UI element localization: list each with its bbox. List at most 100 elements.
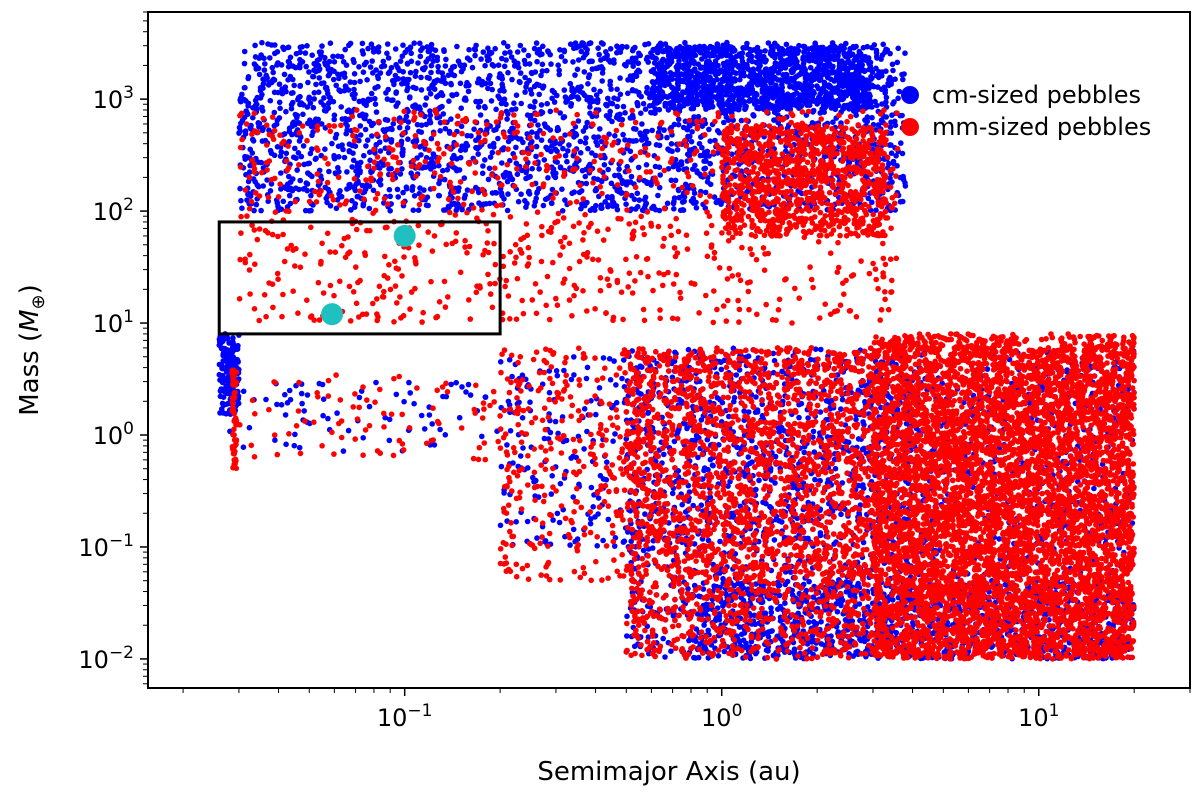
data-point [648, 68, 655, 75]
data-point [784, 96, 790, 103]
data-point [301, 408, 308, 414]
data-point [361, 61, 368, 68]
data-point [366, 403, 373, 410]
data-point [675, 166, 682, 173]
data-point [384, 126, 390, 133]
data-point [591, 134, 597, 140]
data-point [302, 207, 309, 214]
data-point [571, 189, 577, 195]
data-point [473, 137, 479, 144]
data-point [771, 64, 778, 70]
data-point [377, 148, 384, 154]
data-point [399, 81, 405, 87]
data-point [241, 96, 247, 103]
data-point [386, 69, 393, 75]
data-point [810, 107, 817, 114]
data-point [400, 76, 407, 82]
data-point [614, 103, 620, 110]
data-point [307, 100, 314, 106]
data-point [575, 57, 582, 63]
data-point [577, 150, 584, 156]
data-point [737, 76, 743, 83]
data-point [836, 66, 843, 72]
data-point [340, 59, 347, 65]
data-point [620, 539, 627, 545]
data-point [824, 98, 830, 105]
data-point [397, 58, 404, 64]
data-point [334, 410, 340, 416]
data-point [837, 77, 844, 84]
data-point [650, 89, 657, 95]
data-point [467, 57, 473, 63]
data-point [540, 85, 546, 91]
data-point [296, 186, 302, 193]
data-point [784, 105, 791, 111]
data-point [326, 168, 332, 175]
data-point [678, 97, 684, 103]
data-point [802, 90, 809, 97]
data-point [643, 179, 650, 185]
data-point [518, 100, 524, 107]
data-point [245, 103, 251, 109]
data-point [406, 95, 413, 101]
data-point [427, 108, 433, 114]
data-point [282, 391, 288, 398]
data-point [614, 43, 620, 49]
data-point [547, 51, 553, 58]
data-point [299, 400, 305, 407]
data-point [614, 187, 620, 194]
data-point [529, 165, 535, 172]
data-point [607, 108, 613, 115]
data-point [900, 76, 906, 83]
data-point [290, 90, 296, 96]
data-point [562, 197, 568, 203]
data-point [281, 71, 288, 78]
data-point [330, 53, 336, 60]
data-point [578, 205, 584, 212]
data-point [237, 185, 243, 192]
data-point [369, 133, 375, 139]
data-point [561, 367, 567, 374]
data-point [837, 59, 843, 65]
data-point [659, 58, 665, 64]
data-point [315, 116, 322, 123]
data-point [491, 127, 497, 133]
data-point [272, 42, 278, 48]
data-point [800, 84, 806, 90]
data-point [575, 96, 582, 102]
data-point [440, 167, 446, 174]
data-point [856, 72, 862, 79]
data-point [821, 54, 827, 61]
data-point [600, 537, 606, 544]
data-point [219, 387, 226, 394]
data-point [313, 155, 319, 162]
data-point [297, 56, 303, 63]
data-point [534, 130, 540, 137]
data-point [639, 121, 645, 127]
data-point [482, 62, 488, 69]
data-point [558, 53, 565, 60]
data-point [839, 396, 846, 403]
data-point [519, 415, 526, 421]
data-point [224, 349, 231, 355]
data-point [709, 103, 716, 110]
data-point [848, 101, 855, 108]
data-point [814, 101, 820, 107]
data-point [845, 80, 852, 86]
data-point [600, 355, 607, 361]
data-point [792, 56, 799, 62]
data-point [789, 51, 795, 58]
data-point [464, 187, 471, 193]
data-point [812, 476, 818, 483]
data-point [601, 162, 608, 168]
data-point [701, 166, 707, 172]
data-point [335, 143, 342, 150]
data-point [322, 62, 329, 68]
data-point [581, 69, 588, 75]
data-point [346, 141, 353, 147]
data-point [570, 526, 577, 533]
data-point [694, 99, 700, 105]
data-point [322, 85, 329, 91]
data-point [661, 73, 667, 80]
data-point [285, 58, 292, 65]
